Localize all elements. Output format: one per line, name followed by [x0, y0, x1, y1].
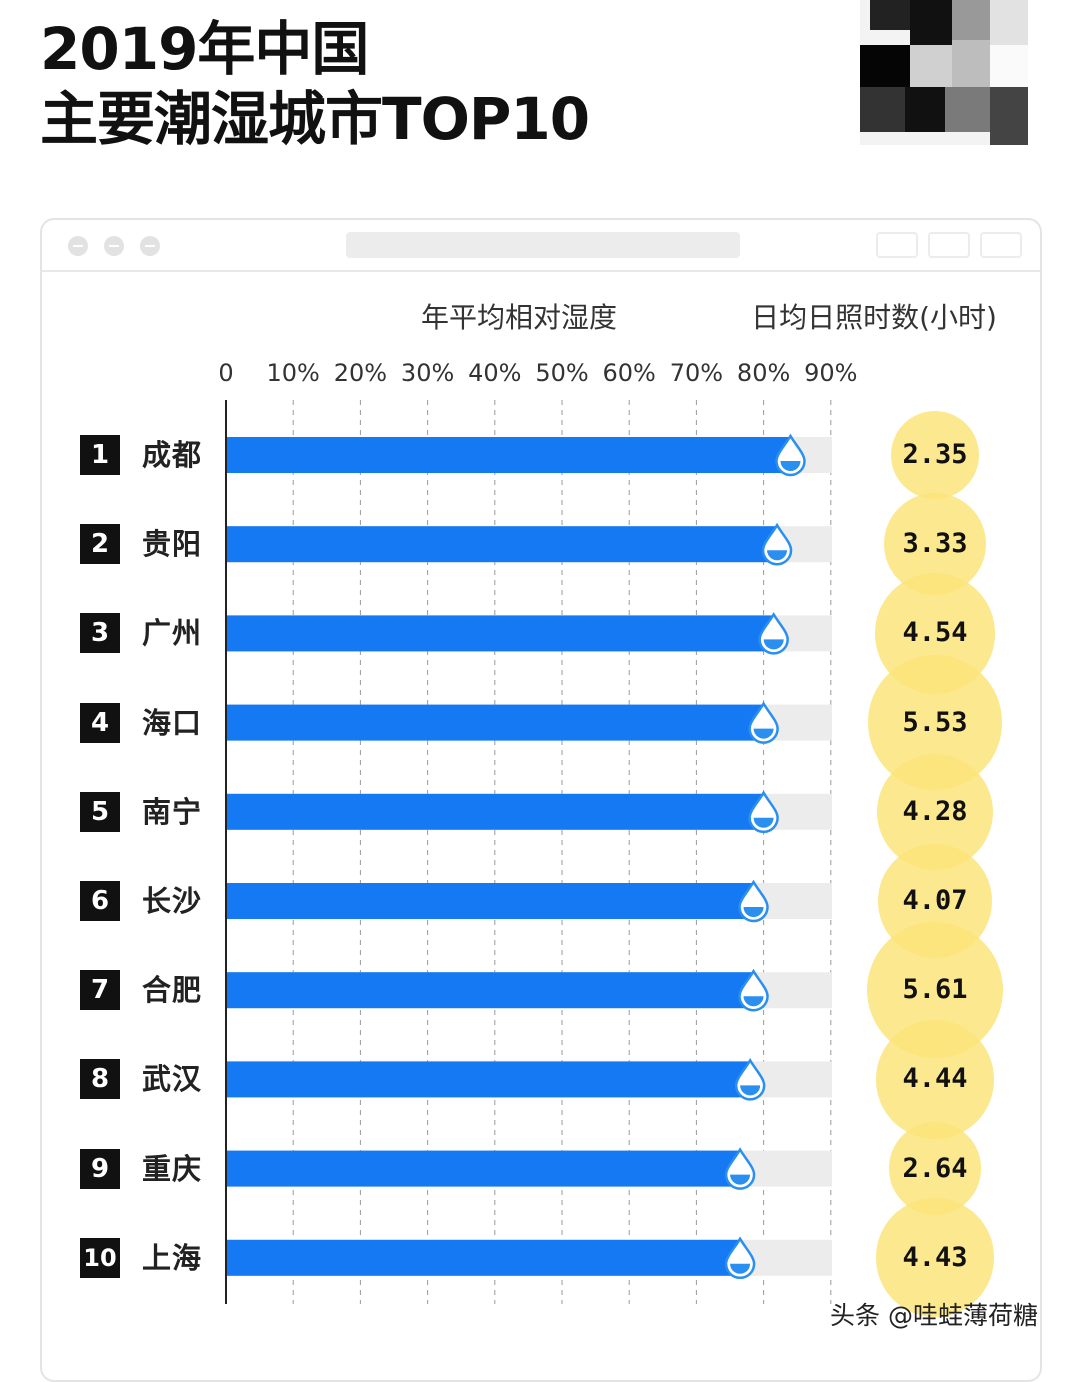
- rank-badge: 7: [80, 970, 120, 1011]
- droplet-icon: [758, 611, 789, 655]
- x-tick-label: 30%: [401, 359, 454, 387]
- city-label: 贵阳: [142, 527, 203, 562]
- bar: [226, 704, 764, 741]
- source-credit: 头条 @哇蛙薄荷糖: [830, 1301, 1038, 1330]
- bar: [226, 1239, 741, 1276]
- sunshine-value: 4.54: [902, 617, 968, 649]
- x-tick-label: 90%: [804, 359, 857, 387]
- qr-code-icon: [860, 0, 1028, 145]
- bars: [226, 437, 791, 1276]
- bar: [226, 437, 791, 473]
- rank-badge: 6: [80, 881, 120, 921]
- bar: [226, 615, 774, 652]
- humidity-bar-chart: 年平均相对湿度 日均日照时数(小时) 0 10% 20% 30% 40% 50% 60% 70…: [218, 301, 997, 1304]
- bar: [226, 1061, 751, 1098]
- record-icon[interactable]: [876, 232, 918, 258]
- x-tick-label: 50%: [535, 359, 588, 387]
- droplet-icon: [724, 1236, 756, 1279]
- city-label: 上海: [142, 1240, 203, 1275]
- droplet-icon: [738, 879, 769, 923]
- x-tick-label: 70%: [670, 359, 723, 387]
- sunshine-value: 5.53: [902, 706, 968, 738]
- window-maximize-icon[interactable]: [140, 236, 160, 256]
- city-label: 长沙: [142, 884, 203, 918]
- x-tick-label: 10%: [267, 359, 320, 387]
- share-icon[interactable]: [928, 232, 970, 258]
- droplet-icon: [775, 433, 806, 477]
- bar: [226, 883, 754, 919]
- sunshine-bubble: [891, 411, 979, 499]
- rank-badge: 9: [80, 1148, 120, 1189]
- chart-title: 2019年中国 主要潮湿城市TOP10: [40, 14, 590, 154]
- address-bar[interactable]: [346, 232, 740, 258]
- title-line-1: 2019年中国: [40, 15, 369, 83]
- city-label: 成都: [142, 438, 203, 472]
- droplet-icon: [748, 790, 779, 833]
- bar: [226, 526, 778, 563]
- x-tick-label: 20%: [334, 359, 387, 387]
- x-tick-label: 80%: [737, 359, 790, 387]
- x-tick-label: 60%: [603, 359, 656, 387]
- rank-badge: 3: [80, 613, 120, 654]
- bar: [226, 793, 764, 830]
- sunshine-value: 4.07: [902, 885, 968, 916]
- sunshine-value: 2.64: [902, 1152, 968, 1184]
- sunshine-value: 4.28: [902, 795, 968, 827]
- x-tick-label: 0: [218, 359, 233, 387]
- title-line-2: 主要潮湿城市TOP10: [40, 85, 590, 153]
- city-label: 南宁: [142, 794, 203, 829]
- sunshine-bubble: [875, 1198, 995, 1318]
- city-label: 海口: [142, 705, 203, 740]
- rank-badge: 2: [80, 524, 120, 565]
- sunshine-value: 3.33: [902, 528, 968, 560]
- droplet-icon: [748, 701, 779, 744]
- rank-badge: 5: [80, 791, 120, 832]
- rank-badge: 1: [80, 435, 120, 475]
- droplet-icons: [724, 433, 806, 1279]
- rank-badge: 10: [80, 1237, 120, 1278]
- sunshine-value: 2.35: [902, 439, 968, 470]
- rank-badge: 8: [80, 1059, 120, 1100]
- city-label: 重庆: [142, 1151, 203, 1186]
- tabs-icon[interactable]: [980, 232, 1022, 258]
- sunshine-bubble: [875, 1020, 995, 1139]
- x-tick-label: 40%: [468, 359, 521, 387]
- rank-badge: 4: [80, 702, 120, 743]
- sunshine-value: 5.61: [902, 974, 968, 1006]
- city-label: 合肥: [142, 973, 203, 1008]
- sunshine-value: 4.44: [902, 1063, 968, 1095]
- bar: [226, 972, 754, 1009]
- browser-toolbar: [42, 220, 1040, 272]
- city-label: 武汉: [142, 1062, 203, 1097]
- sunshine-value: 4.43: [902, 1241, 968, 1273]
- sunshine-hours-label: 日均日照时数(小时): [751, 301, 997, 334]
- bar: [226, 1150, 741, 1187]
- droplet-icon: [761, 522, 793, 566]
- window-minimize-icon[interactable]: [104, 236, 124, 256]
- droplet-icon: [724, 1147, 756, 1190]
- droplet-icon: [738, 968, 769, 1012]
- city-label: 广州: [142, 616, 203, 651]
- x-axis-ticks: 0 10% 20% 30% 40% 50% 60% 70% 80% 90%: [218, 359, 857, 387]
- droplet-icon: [734, 1057, 766, 1101]
- x-axis-label: 年平均相对湿度: [421, 301, 617, 334]
- window-close-icon[interactable]: [68, 236, 88, 256]
